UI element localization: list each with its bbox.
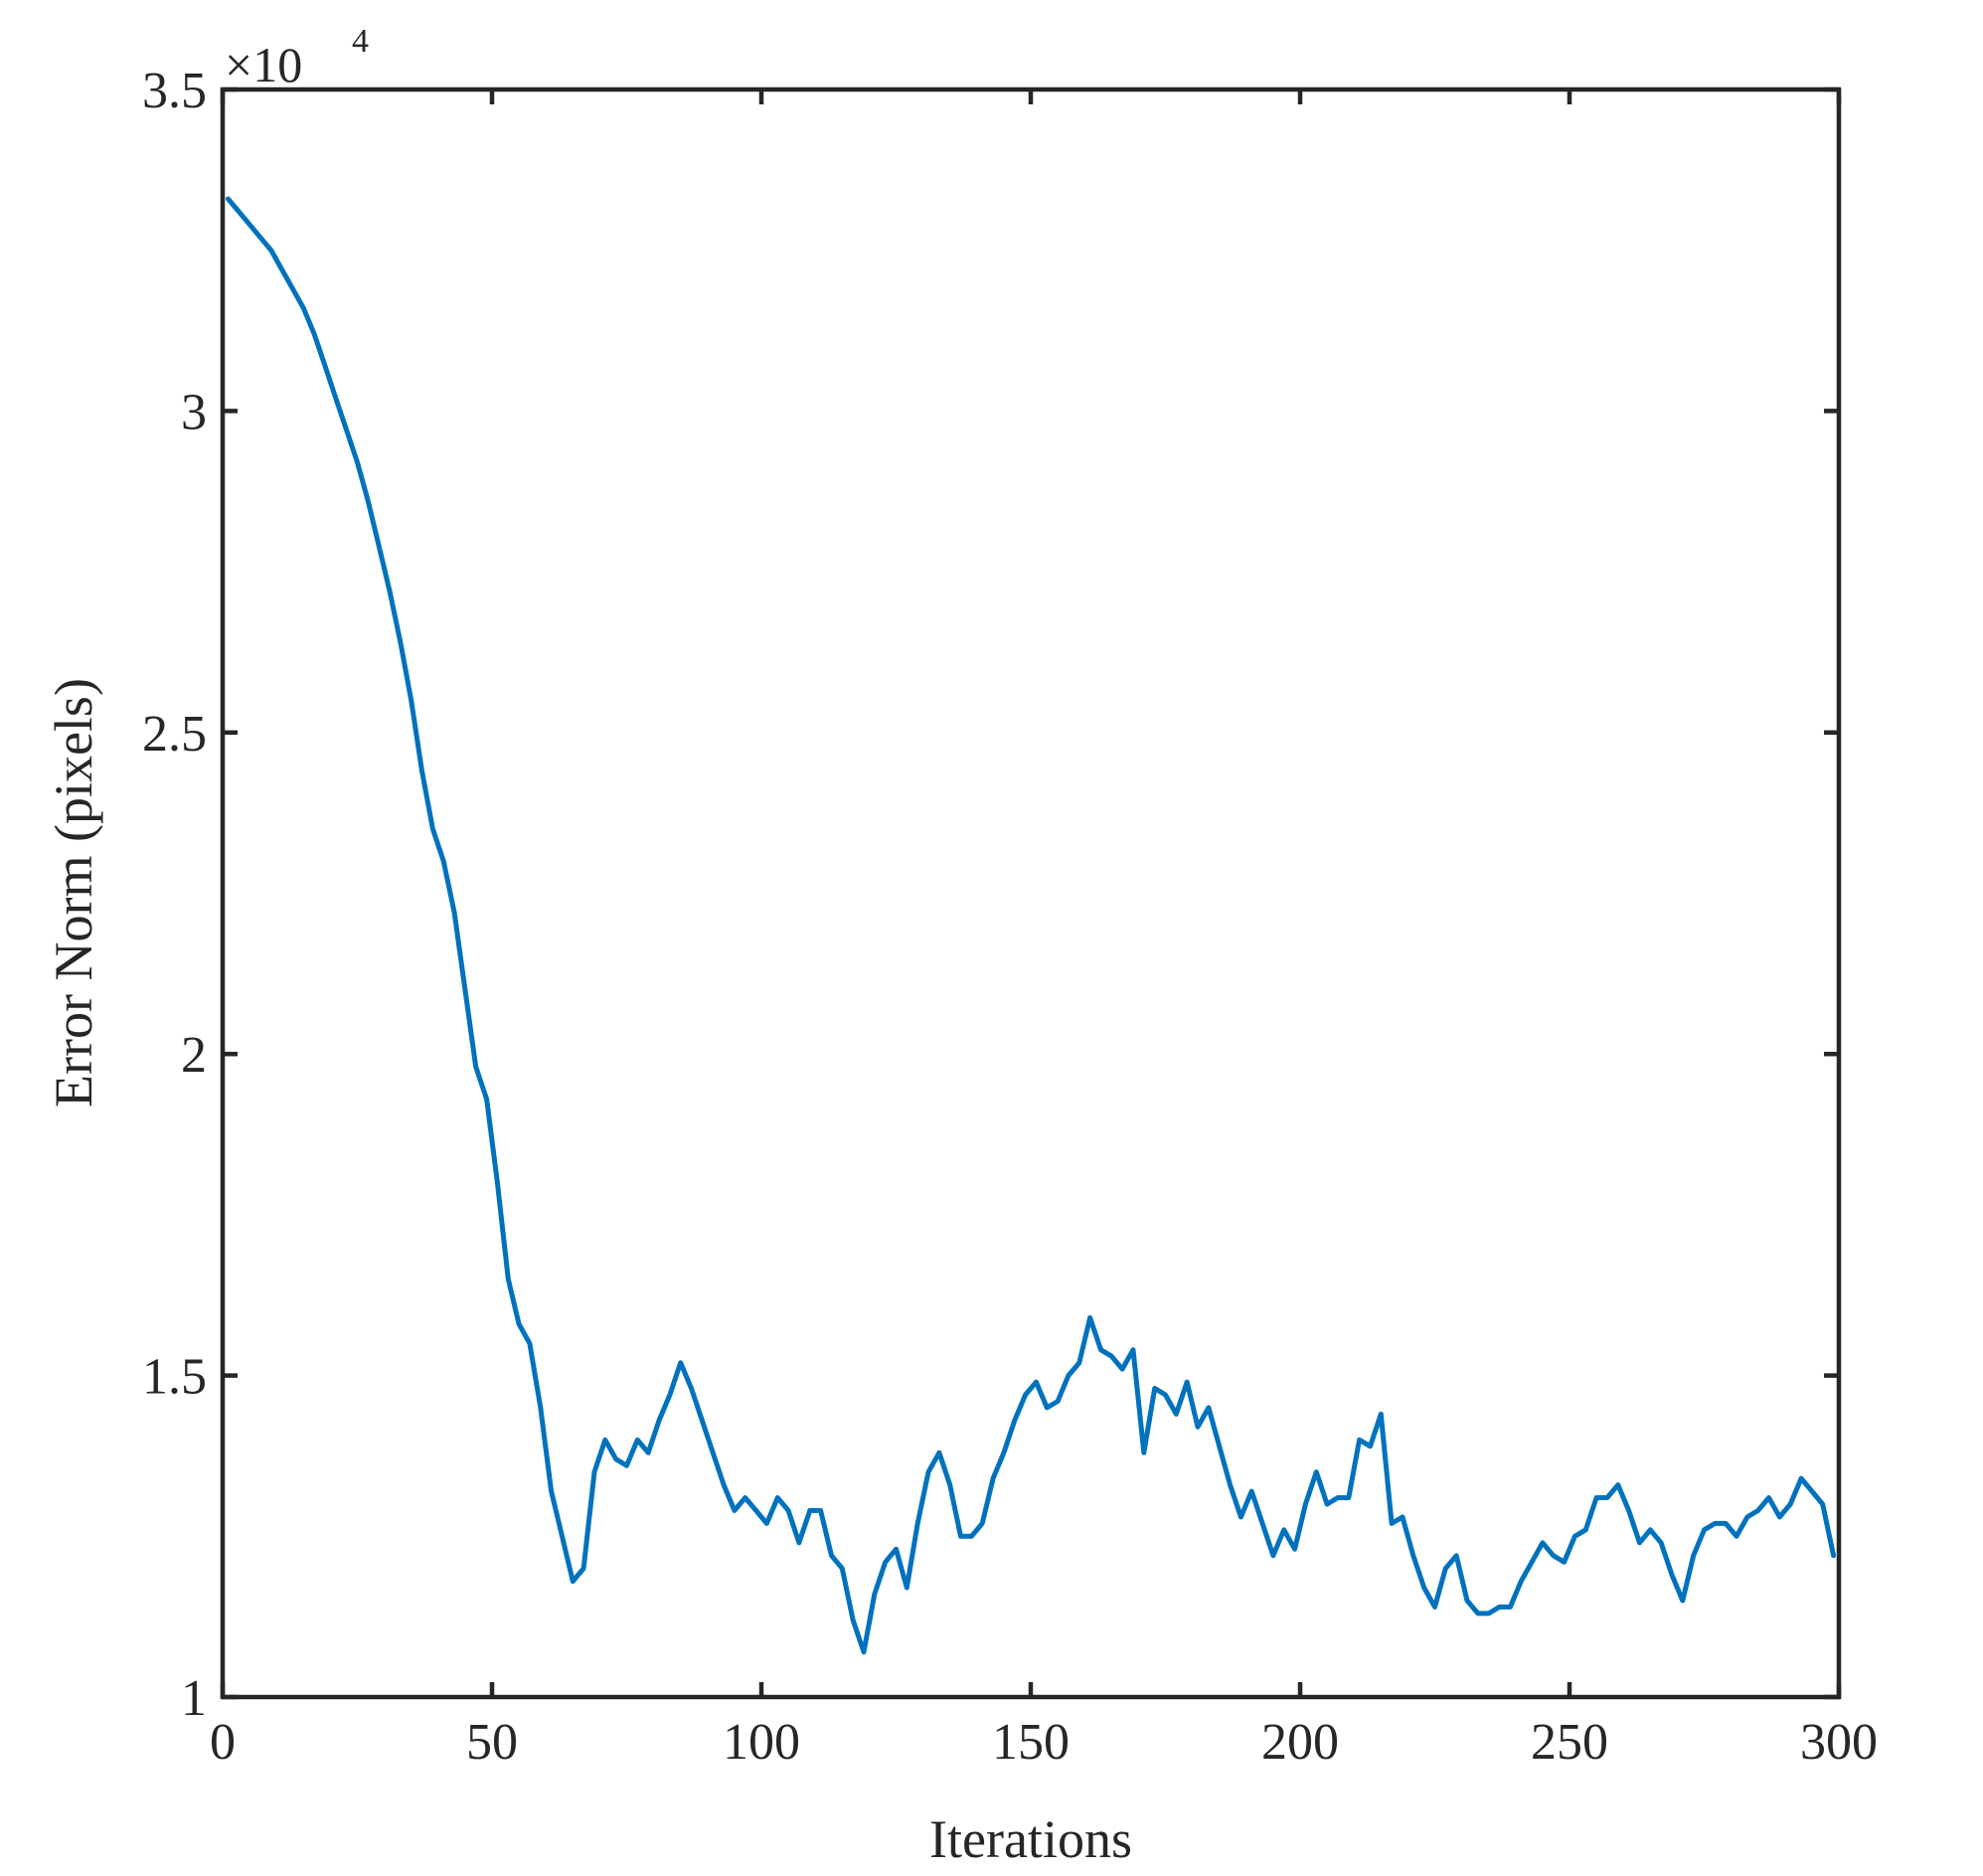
y-tick-label: 2.5 [142, 706, 207, 763]
series-line-0 [225, 196, 1837, 1655]
axes [220, 86, 1842, 1700]
y-tick-label: 1.5 [142, 1349, 207, 1406]
y-tick-label: 3.5 [142, 63, 207, 119]
y-multiplier-base: ×10 [225, 37, 302, 92]
x-axis-ticks: 0 50 100 150 200 250 300 [210, 89, 1878, 1771]
y-axis-ticks: 1 1.5 2 2.5 3 3.5 [142, 63, 1839, 1727]
x-tick-label: 300 [1800, 1714, 1878, 1771]
x-axis-label: Iterations [929, 1809, 1132, 1869]
y-multiplier-exponent: 4 [352, 23, 369, 60]
y-tick-label: 3 [181, 384, 207, 440]
plot-area [225, 196, 1837, 1655]
y-axis-label: Error Norm (pixels) [44, 678, 103, 1108]
y-axis-multiplier: ×10 4 [225, 23, 369, 92]
y-tick-label: 2 [181, 1027, 207, 1084]
x-tick-label: 200 [1261, 1714, 1339, 1771]
x-tick-label: 100 [723, 1714, 800, 1771]
x-tick-label: 150 [992, 1714, 1070, 1771]
x-tick-label: 0 [210, 1714, 236, 1771]
x-tick-label: 50 [466, 1714, 518, 1771]
axes-frame [220, 86, 1842, 1700]
x-tick-label: 250 [1531, 1714, 1608, 1771]
y-tick-label: 1 [181, 1670, 207, 1727]
